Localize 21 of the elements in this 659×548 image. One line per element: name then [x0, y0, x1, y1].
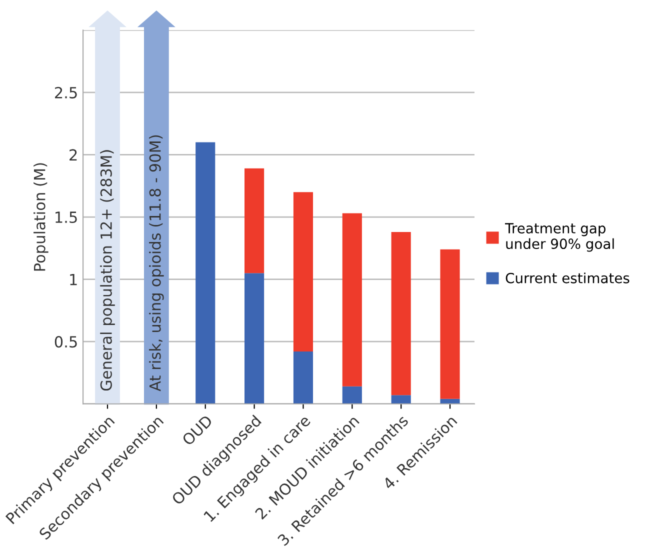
bar	[342, 213, 362, 386]
legend-label: Treatment gap under 90% goal	[504, 223, 614, 252]
legend-label: Current estimates	[506, 272, 630, 284]
y-tick-label: 0.5	[54, 336, 77, 348]
bar	[391, 395, 411, 404]
bar	[293, 192, 314, 352]
annotation: General population 12+ (283M)	[100, 150, 115, 391]
bar	[440, 398, 460, 404]
bar	[293, 352, 314, 404]
annotation: At risk, using opioids (11.8 - 90M)	[149, 135, 164, 392]
bar	[342, 386, 362, 404]
y-tick-label: 1.5	[56, 212, 77, 224]
y-tick-label: 1	[70, 274, 77, 286]
bar	[440, 249, 460, 399]
y-tick-label: 2	[70, 149, 77, 161]
y-axis-title: Population (M)	[34, 163, 48, 271]
y-tick-label: 2.5	[54, 86, 77, 98]
bar	[244, 273, 264, 404]
bar	[391, 232, 411, 396]
bar	[244, 168, 264, 274]
bar	[196, 142, 216, 404]
